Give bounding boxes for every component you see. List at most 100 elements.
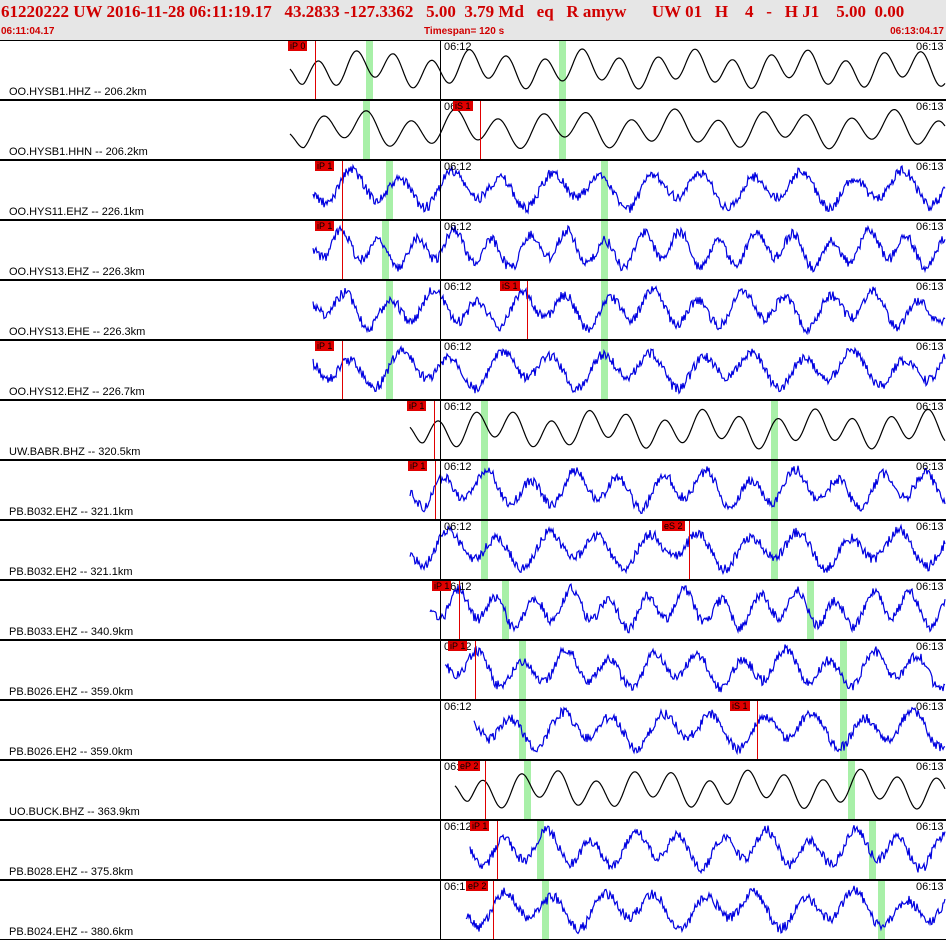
waveform [454,768,946,810]
waveform [473,706,946,756]
time-tick-mid: 06:12 [444,161,472,173]
time-tick-mid: 06:12 [444,341,472,353]
green-marker [382,221,389,279]
phase-pick-line [315,41,316,99]
phase-pick-line [342,221,343,279]
minute-gridline [440,281,441,339]
green-marker [807,581,814,639]
trace-panel[interactable]: 06:12 06:13 iP 1 OO.HYS13.EHZ -- 226.3km [0,220,946,280]
green-marker [542,881,549,939]
phase-pick-flag[interactable]: iP 1 [407,401,427,411]
phase-pick-line [485,761,486,819]
trace-panel[interactable]: 06:12 06:13 iP 0 OO.HYSB1.HHZ -- 206.2km [0,40,946,100]
seismogram-panels[interactable]: 06:12 06:13 iP 0 OO.HYSB1.HHZ -- 206.2km 06:… [0,40,946,940]
green-marker [840,701,847,759]
minute-gridline [440,821,441,879]
phase-pick-flag[interactable]: iP 1 [470,821,490,831]
waveform [312,224,946,274]
phase-pick-flag[interactable]: eS 2 [662,521,685,531]
waveform [429,583,946,634]
phase-pick-flag[interactable]: iP 0 [288,41,308,51]
green-marker [601,341,608,399]
phase-pick-flag[interactable]: iS 1 [500,281,520,291]
green-marker [771,521,778,579]
minute-gridline [440,401,441,459]
trace-panel[interactable]: 06:12 06:13 iP 1 OO.HYS12.EHZ -- 226.7km [0,340,946,400]
phase-pick-flag[interactable]: iP 1 [315,221,335,231]
phase-pick-flag[interactable]: iS 1 [453,101,473,111]
phase-pick-line [435,461,436,519]
time-tick-right: 06:13 [916,641,944,653]
trace-panel[interactable]: 06:12 06:13 iP 1 OO.HYS11.EHZ -- 226.1km [0,160,946,220]
phase-pick-line [459,581,460,639]
phase-pick-flag[interactable]: iP 1 [315,341,335,351]
waveform-trace [409,465,946,515]
waveform-trace [409,523,946,576]
end-time: 06:13:04.17 [890,26,944,37]
minute-gridline [440,521,441,579]
channel-label: PB.B026.EH2 -- 359.0km [9,746,133,758]
time-tick-mid: 06:12 [444,41,472,53]
phase-pick-line [480,101,481,159]
timespan-label: Timespan= 120 s [424,26,505,37]
trace-panel[interactable]: 06:12 06:13 eS 2 PB.B032.EH2 -- 321.1km [0,520,946,580]
green-marker [481,461,488,519]
start-time: 06:11:04.17 [1,26,55,37]
channel-label: PB.B033.EHZ -- 340.9km [9,626,134,638]
minute-gridline [440,701,441,759]
green-marker [601,161,608,219]
phase-pick-line [757,701,758,759]
phase-pick-flag[interactable]: eP 2 [458,761,481,771]
green-marker [366,41,373,99]
green-marker [601,281,608,339]
waveform [312,163,946,215]
trace-panel[interactable]: 06:12 06:13 eP 2 PB.B024.EHZ -- 380.6km [0,880,946,940]
trace-panel[interactable]: 06:12 06:13 iP 1 PB.B028.EHZ -- 375.8km [0,820,946,880]
channel-label: OO.HYS13.EHZ -- 226.3km [9,266,145,278]
time-tick-right: 06:13 [916,881,944,893]
waveform [409,408,946,450]
minute-gridline [440,41,441,99]
trace-panel[interactable]: 06:12 06:13 iP 1 PB.B032.EHZ -- 321.1km [0,460,946,520]
waveform [289,108,946,150]
green-marker [601,221,608,279]
channel-label: OO.HYS11.EHZ -- 226.1km [9,206,144,218]
green-marker [481,521,488,579]
phase-pick-line [342,161,343,219]
green-marker [559,41,566,99]
waveform-trace [289,108,946,150]
waveform [289,48,946,90]
time-tick-right: 06:13 [916,821,944,833]
green-marker [386,341,393,399]
time-tick-mid: 06:12 [444,821,472,833]
waveform-trace [312,224,946,274]
phase-pick-flag[interactable]: iP 1 [432,581,452,591]
channel-label: UW.BABR.BHZ -- 320.5km [9,446,141,458]
phase-pick-line [493,881,494,939]
channel-label: OO.HYSB1.HHZ -- 206.2km [9,86,147,98]
channel-label: OO.HYSB1.HHN -- 206.2km [9,146,148,158]
waveform-trace [429,583,946,634]
trace-panel[interactable]: 06:12 06:13 iS 1 OO.HYS13.EHE -- 226.3km [0,280,946,340]
waveform-trace [465,885,946,935]
time-tick-right: 06:13 [916,401,944,413]
trace-panel[interactable]: 06:12 06:13 iP 1 UW.BABR.BHZ -- 320.5km [0,400,946,460]
waveform [312,285,946,336]
trace-panel[interactable]: 06:12 06:13 iS 1 PB.B026.EH2 -- 359.0km [0,700,946,760]
waveform-trace [312,163,946,215]
phase-pick-flag[interactable]: iP 1 [315,161,335,171]
waveform [444,644,946,693]
phase-pick-flag[interactable]: eP 2 [466,881,489,891]
channel-label: PB.B024.EHZ -- 380.6km [9,926,134,938]
phase-pick-line [497,821,498,879]
phase-pick-flag[interactable]: iP 1 [408,461,428,471]
phase-pick-flag[interactable]: iS 1 [730,701,750,711]
phase-pick-flag[interactable]: iP 1 [448,641,468,651]
event-title: 61220222 UW 2016-11-28 06:11:19.17 43.28… [1,2,905,21]
waveform [312,344,946,395]
trace-panel[interactable]: 06:12 06:13 iP 1 PB.B033.EHZ -- 340.9km [0,580,946,640]
green-marker [869,821,876,879]
